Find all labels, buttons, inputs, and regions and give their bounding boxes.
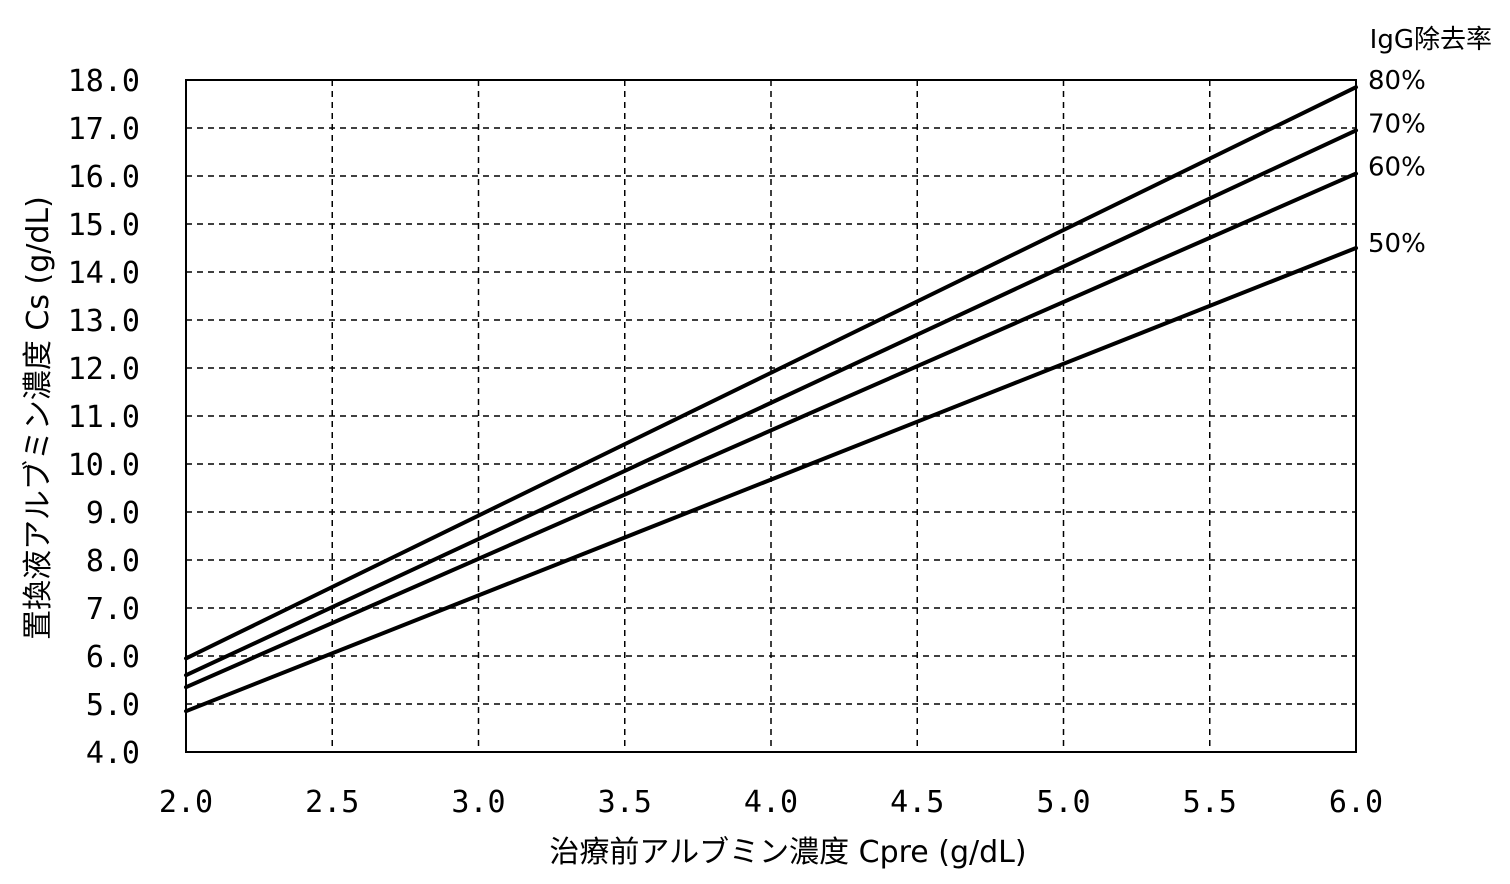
series-label: 60% — [1368, 153, 1426, 183]
series-line — [184, 85, 1358, 661]
y-tick-label: 7.0 — [86, 592, 140, 627]
x-tick-label: 6.0 — [1329, 785, 1383, 820]
x-tick-label: 2.0 — [159, 785, 213, 820]
series-label: 50% — [1368, 229, 1426, 259]
y-tick-label: 5.0 — [86, 688, 140, 723]
x-axis-label: 治療前アルブミン濃度 Cpre (g/dL) — [549, 835, 1026, 870]
y-tick-label: 14.0 — [68, 256, 140, 291]
series-line — [184, 246, 1358, 714]
legend: IgG除去率 80% 70% 60% 50% — [1368, 25, 1492, 259]
y-tick-label: 18.0 — [68, 64, 140, 99]
series-label: 70% — [1368, 109, 1426, 139]
x-axis-ticks: 2.0 2.5 3.0 3.5 4.0 4.5 5.0 5.5 6.0 — [159, 785, 1383, 820]
x-tick-label: 5.5 — [1183, 785, 1237, 820]
y-tick-label: 10.0 — [68, 448, 140, 483]
y-tick-label: 8.0 — [86, 544, 140, 579]
y-tick-label: 11.0 — [68, 400, 140, 435]
y-tick-label: 16.0 — [68, 160, 140, 195]
y-tick-label: 17.0 — [68, 112, 140, 147]
y-tick-label: 13.0 — [68, 304, 140, 339]
y-tick-label: 12.0 — [68, 352, 140, 387]
x-tick-label: 2.5 — [305, 785, 359, 820]
x-tick-label: 4.0 — [744, 785, 798, 820]
y-tick-label: 6.0 — [86, 640, 140, 675]
grid — [186, 80, 1356, 752]
x-tick-label: 3.5 — [598, 785, 652, 820]
x-tick-label: 4.5 — [890, 785, 944, 820]
x-tick-label: 5.0 — [1036, 785, 1090, 820]
y-tick-label: 9.0 — [86, 496, 140, 531]
x-tick-label: 3.0 — [451, 785, 505, 820]
y-axis-label: 置換液アルブミン濃度 Cs (g/dL) — [21, 196, 56, 640]
series-lines — [184, 85, 1358, 714]
series-label: 80% — [1368, 66, 1426, 96]
series-line — [184, 128, 1358, 678]
series-line — [184, 171, 1358, 690]
plot-area-frame — [185, 79, 1357, 753]
y-tick-label: 4.0 — [86, 736, 140, 771]
y-axis-ticks: 4.0 5.0 6.0 7.0 8.0 9.0 10.0 11.0 12.0 13.0 14.0 15… — [68, 64, 140, 771]
y-tick-label: 15.0 — [68, 208, 140, 243]
legend-title: IgG除去率 — [1370, 25, 1492, 55]
